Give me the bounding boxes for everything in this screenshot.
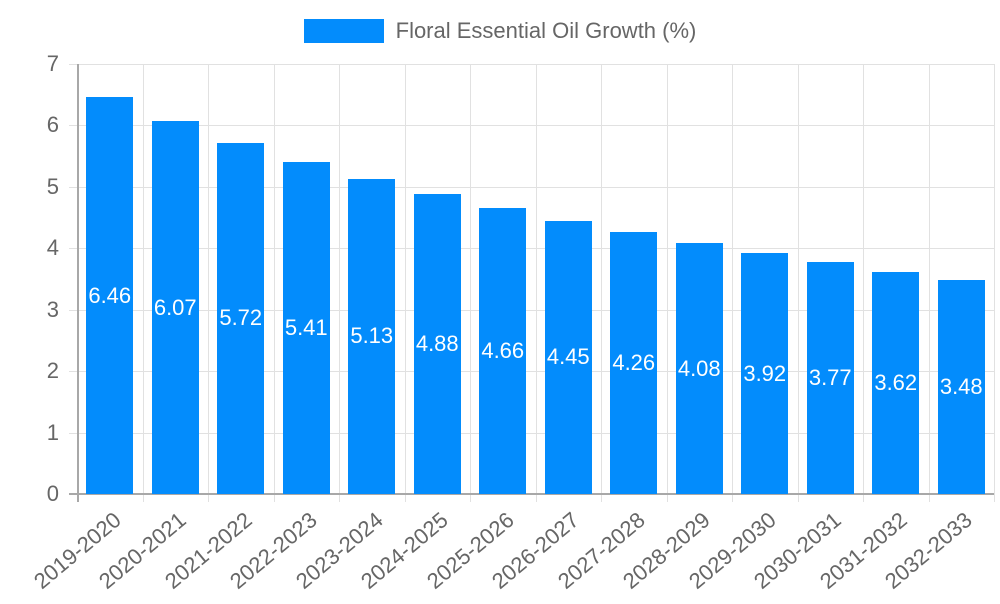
gridline-vertical — [732, 64, 733, 502]
y-tick-label: 6 — [46, 112, 59, 138]
gridline-vertical — [666, 64, 668, 502]
bar-2026-2027[interactable]: 4.45 — [544, 220, 592, 494]
bar-2025-2026[interactable]: 4.66 — [479, 207, 527, 494]
y-axis — [77, 64, 79, 502]
bar-2024-2025[interactable]: 4.88 — [413, 194, 461, 494]
bar-value-label: 3.62 — [874, 369, 918, 395]
bar-value-label: 5.41 — [284, 314, 328, 340]
bar-value-label: 5.72 — [219, 305, 263, 331]
bar-2020-2021[interactable]: 6.07 — [151, 121, 199, 494]
y-tick-label: 5 — [46, 173, 59, 199]
bar-2029-2030[interactable]: 3.92 — [741, 253, 789, 494]
y-tick-label: 0 — [46, 481, 59, 506]
bar-2019-2020[interactable]: 6.46 — [86, 97, 134, 494]
gridline-vertical — [535, 64, 537, 502]
gridline-horizontal — [69, 371, 994, 373]
bar-2028-2029[interactable]: 4.08 — [675, 243, 723, 494]
bar-2031-2032[interactable]: 3.62 — [872, 271, 920, 494]
chart-legend[interactable]: Floral Essential Oil Growth (%) — [0, 18, 1000, 44]
bar-value-label: 5.13 — [350, 323, 394, 349]
gridline-vertical — [339, 64, 340, 502]
x-axis — [69, 493, 994, 495]
bar-2022-2023[interactable]: 5.41 — [282, 161, 330, 494]
bar-value-label: 6.07 — [153, 294, 197, 320]
gridline-horizontal — [69, 248, 994, 250]
bar-value-label: 4.45 — [546, 344, 590, 370]
bar-2032-2033[interactable]: 3.48 — [937, 280, 985, 494]
y-tick-label: 7 — [46, 51, 59, 76]
y-tick-label: 3 — [46, 296, 59, 322]
bar-2023-2024[interactable]: 5.13 — [348, 178, 396, 494]
gridline-horizontal — [69, 432, 994, 434]
gridline-vertical — [404, 64, 406, 502]
gridline-vertical — [142, 64, 144, 502]
bar-value-label: 3.77 — [808, 365, 852, 391]
bar-2021-2022[interactable]: 5.72 — [217, 142, 265, 494]
bar-value-label: 4.66 — [481, 337, 525, 363]
gridline-vertical — [994, 64, 995, 502]
gridline-vertical — [470, 64, 471, 502]
gridline-vertical — [863, 64, 864, 502]
gridline-horizontal — [69, 309, 994, 311]
bar-value-label: 4.88 — [415, 331, 459, 357]
gridline-horizontal — [69, 186, 994, 188]
bar-2027-2028[interactable]: 4.26 — [610, 232, 658, 494]
bar-value-label: 3.92 — [743, 360, 787, 386]
legend-label: Floral Essential Oil Growth (%) — [395, 18, 697, 43]
gridline-vertical — [601, 64, 602, 502]
bar-value-label: 4.08 — [677, 355, 721, 381]
y-tick-label: 2 — [46, 358, 59, 384]
gridline-vertical — [273, 64, 275, 502]
bar-value-label: 4.26 — [612, 350, 656, 376]
gridline-vertical — [797, 64, 799, 502]
bar-2030-2031[interactable]: 3.77 — [806, 262, 854, 494]
y-tick-label: 4 — [46, 235, 59, 261]
gridline-vertical — [928, 64, 930, 502]
bar-value-label: 3.48 — [939, 374, 983, 400]
gridline-horizontal — [69, 125, 994, 127]
legend-swatch — [303, 19, 384, 43]
y-tick-label: 1 — [46, 419, 59, 445]
bar-value-label: 6.46 — [88, 282, 132, 308]
gridline-vertical — [208, 64, 209, 502]
plot-area: 0 1 2 3 4 5 6 7 6.46 6.07 5.72 5.41 5.13 4.88 4.66 4.45… — [29, 53, 995, 594]
gridline-horizontal — [69, 64, 994, 65]
